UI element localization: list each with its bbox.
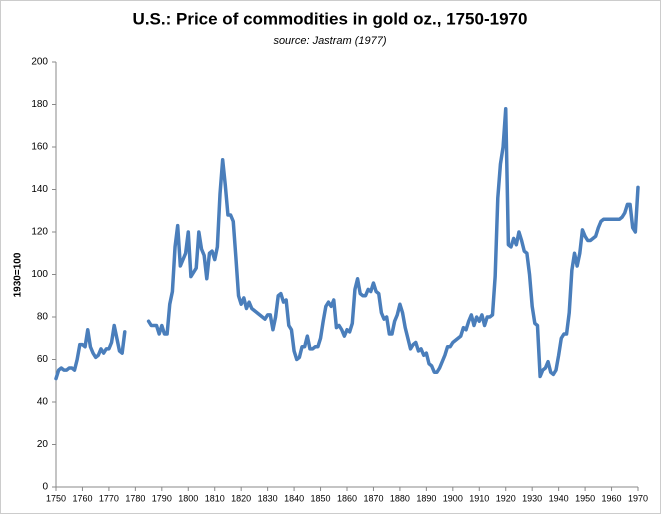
data-line [54,107,640,381]
chart-title: U.S.: Price of commodities in gold oz., … [133,9,528,28]
x-tick-label: 1920 [496,493,516,503]
y-tick-label: 180 [31,99,48,110]
x-tick-label: 1850 [311,493,331,503]
x-tick-label: 1930 [522,493,542,503]
x-tick-label: 1910 [469,493,489,503]
x-tick-label: 1750 [46,493,66,503]
x-tick-label: 1870 [363,493,383,503]
x-tick-label: 1860 [337,493,357,503]
x-tick-label: 1900 [443,493,463,503]
chart-subtitle: source: Jastram (1977) [273,35,386,47]
x-tick-label: 1810 [205,493,225,503]
y-tick-label: 60 [37,354,49,365]
x-tick-label: 1760 [72,493,92,503]
y-tick-label: 0 [42,482,48,493]
y-tick-label: 80 [37,312,49,323]
y-tick-label: 160 [31,142,48,153]
x-tick-label: 1970 [628,493,648,503]
x-tick-label: 1950 [575,493,595,503]
x-tick-label: 1960 [602,493,622,503]
y-tick-label: 120 [31,227,48,238]
y-tick-label: 40 [37,397,49,408]
x-tick-label: 1880 [390,493,410,503]
x-tick-label: 1840 [284,493,304,503]
y-tick-label: 200 [31,57,48,68]
y-tick-label: 20 [37,439,49,450]
y-tick-label: 140 [31,184,48,195]
x-tick-label: 1940 [549,493,569,503]
x-tick-label: 1830 [258,493,278,503]
x-tick-label: 1770 [99,493,119,503]
x-tick-label: 1890 [416,493,436,503]
x-tick-label: 1780 [125,493,145,503]
x-tick-label: 1820 [231,493,251,503]
x-tick-label: 1800 [178,493,198,503]
x-tick-label: 1790 [152,493,172,503]
y-tick-label: 100 [31,269,48,280]
y-axis-title: 1930=100 [13,252,24,297]
